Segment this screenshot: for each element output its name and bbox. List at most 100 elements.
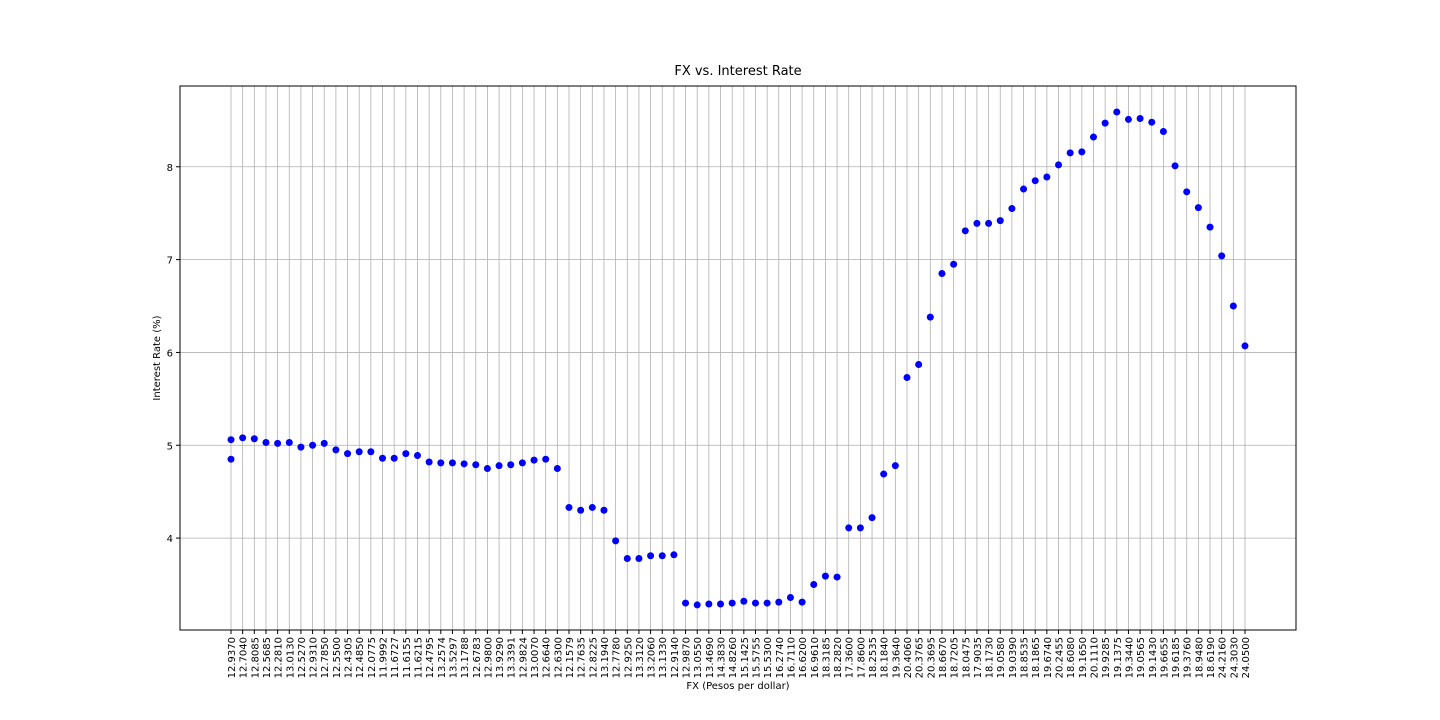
point [705, 600, 713, 608]
point [355, 448, 363, 456]
x-tick-label: 12.9310 [309, 637, 320, 678]
x-tick-label: 13.2060 [647, 637, 658, 678]
point [1148, 118, 1156, 126]
point [717, 600, 725, 608]
x-tick-label: 13.3120 [635, 637, 646, 678]
point [390, 454, 398, 462]
x-tick-label: 12.5500 [332, 637, 343, 678]
x-tick-label: 18.6670 [938, 637, 949, 678]
x-tick-label: 12.4305 [344, 637, 355, 678]
point [996, 217, 1004, 225]
y-axis-label: Interest Rate (%) [152, 315, 163, 400]
point [1229, 302, 1237, 310]
x-tick-label: 13.1940 [600, 637, 611, 678]
point [635, 555, 643, 563]
x-tick-label: 19.1430 [1148, 637, 1159, 678]
x-tick-label: 12.9800 [483, 637, 494, 678]
point [402, 450, 410, 458]
x-tick-label: 13.3391 [507, 637, 518, 678]
point [961, 227, 969, 235]
x-tick-label: 19.0565 [1136, 637, 1147, 678]
x-tick-label: 20.3695 [926, 637, 937, 678]
x-tick-label: 17.3600 [845, 637, 856, 678]
y-tick-label: 4 [167, 534, 173, 545]
x-tick-label: 15.5300 [763, 637, 774, 678]
point [751, 599, 759, 607]
point [262, 438, 270, 446]
point [647, 552, 655, 560]
point [1183, 188, 1191, 196]
y-tick-label: 6 [167, 348, 173, 359]
y-tick-label: 8 [167, 163, 173, 174]
point [472, 461, 480, 469]
x-tick-label: 18.0475 [961, 637, 972, 678]
point [297, 443, 305, 451]
point [285, 438, 293, 446]
x-tick-label: 12.8225 [588, 637, 599, 678]
x-tick-label: 17.8600 [856, 637, 867, 678]
x-tick-label: 12.7780 [612, 637, 623, 678]
point [448, 459, 456, 467]
x-tick-label: 15.5755 [751, 637, 762, 678]
y-tick-label: 5 [167, 441, 173, 452]
x-tick-label: 12.2810 [274, 637, 285, 678]
point [1241, 342, 1249, 350]
point [763, 599, 771, 607]
point [379, 454, 387, 462]
chart-title: FX vs. Interest Rate [674, 64, 801, 79]
x-tick-label: 24.0500 [1241, 637, 1252, 678]
point [577, 506, 585, 514]
point [821, 572, 829, 580]
point [367, 448, 375, 456]
x-tick-label: 12.5270 [297, 637, 308, 678]
point [1078, 148, 1086, 156]
x-tick-label: 12.0775 [367, 637, 378, 678]
point [413, 451, 421, 459]
x-tick-label: 13.9290 [495, 637, 506, 678]
point [1136, 114, 1144, 122]
point [600, 506, 608, 514]
x-tick-label: 13.1330 [658, 637, 669, 678]
x-tick-label: 19.0580 [996, 637, 1007, 678]
point [425, 458, 433, 466]
x-tick-label: 19.3640 [891, 637, 902, 678]
x-tick-label: 18.1865 [1031, 637, 1042, 678]
x-tick-label: 18.9480 [1194, 637, 1205, 678]
point [1020, 185, 1028, 193]
x-tick-label: 12.7850 [320, 637, 331, 678]
x-tick-label: 11.9992 [379, 637, 390, 678]
point [670, 551, 678, 559]
x-tick-label: 19.0390 [1008, 637, 1019, 678]
x-tick-label: 16.7110 [786, 637, 797, 678]
x-tick-label: 12.6783 [472, 637, 483, 678]
x-tick-label: 20.4060 [903, 637, 914, 678]
x-tick-label: 19.3440 [1124, 637, 1135, 678]
point [880, 470, 888, 478]
point [1171, 162, 1179, 170]
point [833, 573, 841, 581]
x-tick-label: 12.8085 [250, 637, 261, 678]
y-tick-label: 7 [167, 256, 173, 267]
point [239, 434, 247, 442]
x-tick-label: 18.1840 [880, 637, 891, 678]
x-tick-label: 19.1650 [1078, 637, 1089, 678]
x-tick-label: 20.2455 [1055, 637, 1066, 678]
x-tick-label: 12.7040 [239, 637, 250, 678]
x-tick-label: 12.1579 [565, 637, 576, 678]
x-tick-label: 14.3830 [717, 637, 728, 678]
point [612, 537, 620, 545]
point [938, 270, 946, 278]
x-tick-label: 18.6190 [1206, 637, 1217, 678]
x-tick-label: 16.9610 [810, 637, 821, 678]
x-tick-label: 18.2535 [868, 637, 879, 678]
point [1113, 108, 1121, 116]
point [682, 599, 690, 607]
point [1159, 127, 1167, 135]
x-tick-label: 13.1788 [460, 637, 471, 678]
point [985, 219, 993, 227]
point [915, 360, 923, 368]
point [495, 462, 503, 470]
point [332, 446, 340, 454]
point [856, 524, 864, 532]
point [868, 514, 876, 522]
